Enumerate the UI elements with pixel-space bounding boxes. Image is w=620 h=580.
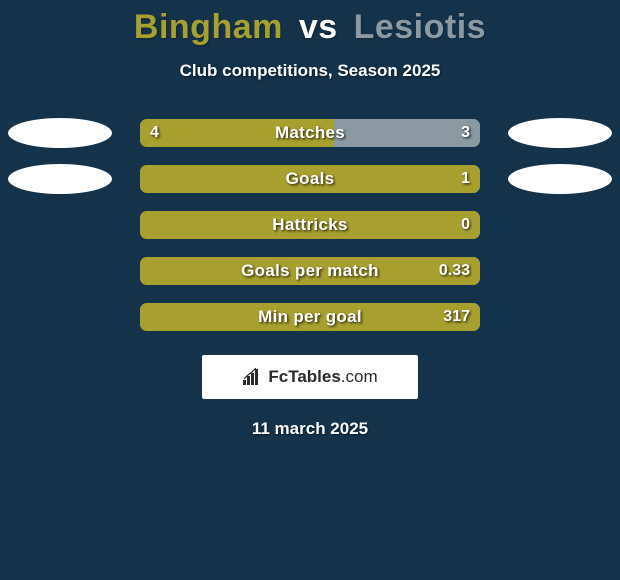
player2-name: Lesiotis (354, 8, 486, 46)
bar-left-fill (140, 211, 480, 239)
subtitle: Club competitions, Season 2025 (0, 61, 620, 81)
bar-left-fill (140, 119, 334, 147)
brand-strong: FcTables (268, 367, 340, 386)
stat-bar: 43Matches (140, 119, 480, 147)
player1-name: Bingham (134, 8, 283, 46)
right-ellipse-icon (508, 164, 612, 194)
stat-row: 317Min per goal (0, 303, 620, 331)
left-ellipse-icon (8, 118, 112, 148)
stat-row: 0Hattricks (0, 211, 620, 239)
bar-left-fill (140, 303, 480, 331)
comparison-infographic: Bingham vs Lesiotis Club competitions, S… (0, 0, 620, 580)
stat-row: 0.33Goals per match (0, 257, 620, 285)
bar-left-fill (140, 257, 480, 285)
brand-chart-icon (242, 368, 262, 386)
right-ellipse-icon (508, 118, 612, 148)
stat-bar: 0.33Goals per match (140, 257, 480, 285)
brand-box: FcTables.com (202, 355, 418, 399)
brand-thin: .com (341, 367, 378, 386)
bar-right-fill (334, 119, 480, 147)
stat-row: 1Goals (0, 165, 620, 193)
stat-rows: 43Matches 1Goals 0Hattricks 0.33Goals per m… (0, 119, 620, 331)
footer-date: 11 march 2025 (0, 419, 620, 439)
bar-left-fill (140, 165, 480, 193)
stat-bar: 1Goals (140, 165, 480, 193)
page-title: Bingham vs Lesiotis (0, 0, 620, 47)
stat-bar: 317Min per goal (140, 303, 480, 331)
left-ellipse-icon (8, 164, 112, 194)
stat-bar: 0Hattricks (140, 211, 480, 239)
stat-row: 43Matches (0, 119, 620, 147)
vs-text: vs (299, 8, 338, 46)
brand-text: FcTables.com (268, 367, 377, 387)
